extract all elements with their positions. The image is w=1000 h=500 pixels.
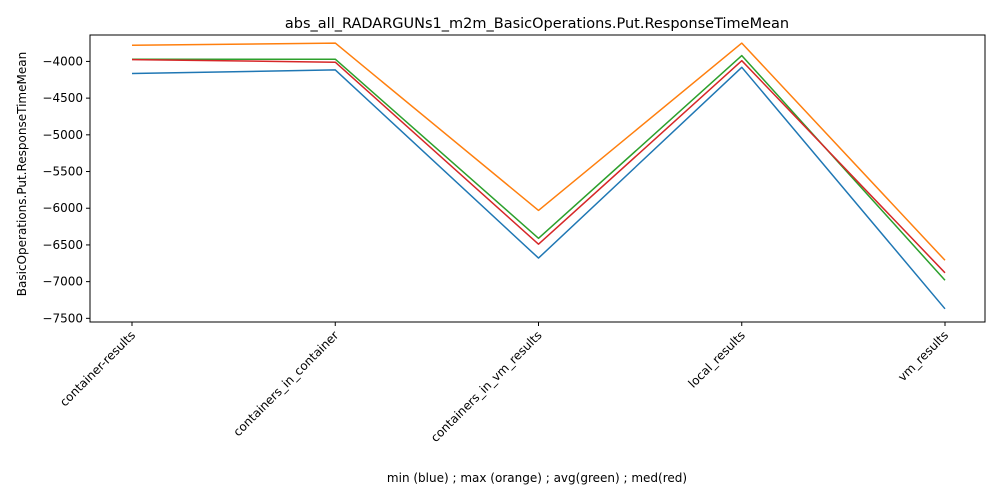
series-line-2 [132,54,946,281]
x-axis: container-results containers_in_container… [57,322,951,445]
y-tick-label: −7000 [42,275,83,289]
y-axis-title: BasicOperations.Put.ResponseTimeMean [15,52,29,296]
y-tick-label: −4000 [42,54,83,68]
series-line-0 [131,66,946,310]
y-tick-label: −4500 [42,91,83,105]
series-line-1 [131,42,946,261]
x-tick-label: local_results [686,328,748,390]
series-line-3 [131,58,946,274]
y-tick-label: −7500 [42,311,83,325]
x-axis-title: min (blue) ; max (orange) ; avg(green) ;… [387,471,687,485]
x-tick-label: vm_results [895,328,951,384]
x-tick-label: container-results [57,328,138,409]
y-axis: −4000 −4500 −5000 −5500 −6000 −6500 −7000 −7500 [42,54,90,325]
chart-title: abs_all_RADARGUNs1_m2m_BasicOperations.P… [285,16,789,32]
y-tick-label: −6500 [42,238,83,252]
x-tick-label: containers_in_vm_results [428,328,545,445]
series-layer [131,42,946,310]
y-tick-label: −6000 [42,201,83,215]
x-tick-label: containers_in_container [230,328,341,439]
plot-frame [89,34,986,323]
y-tick-label: −5500 [42,165,83,179]
y-tick-label: −5000 [42,128,83,142]
